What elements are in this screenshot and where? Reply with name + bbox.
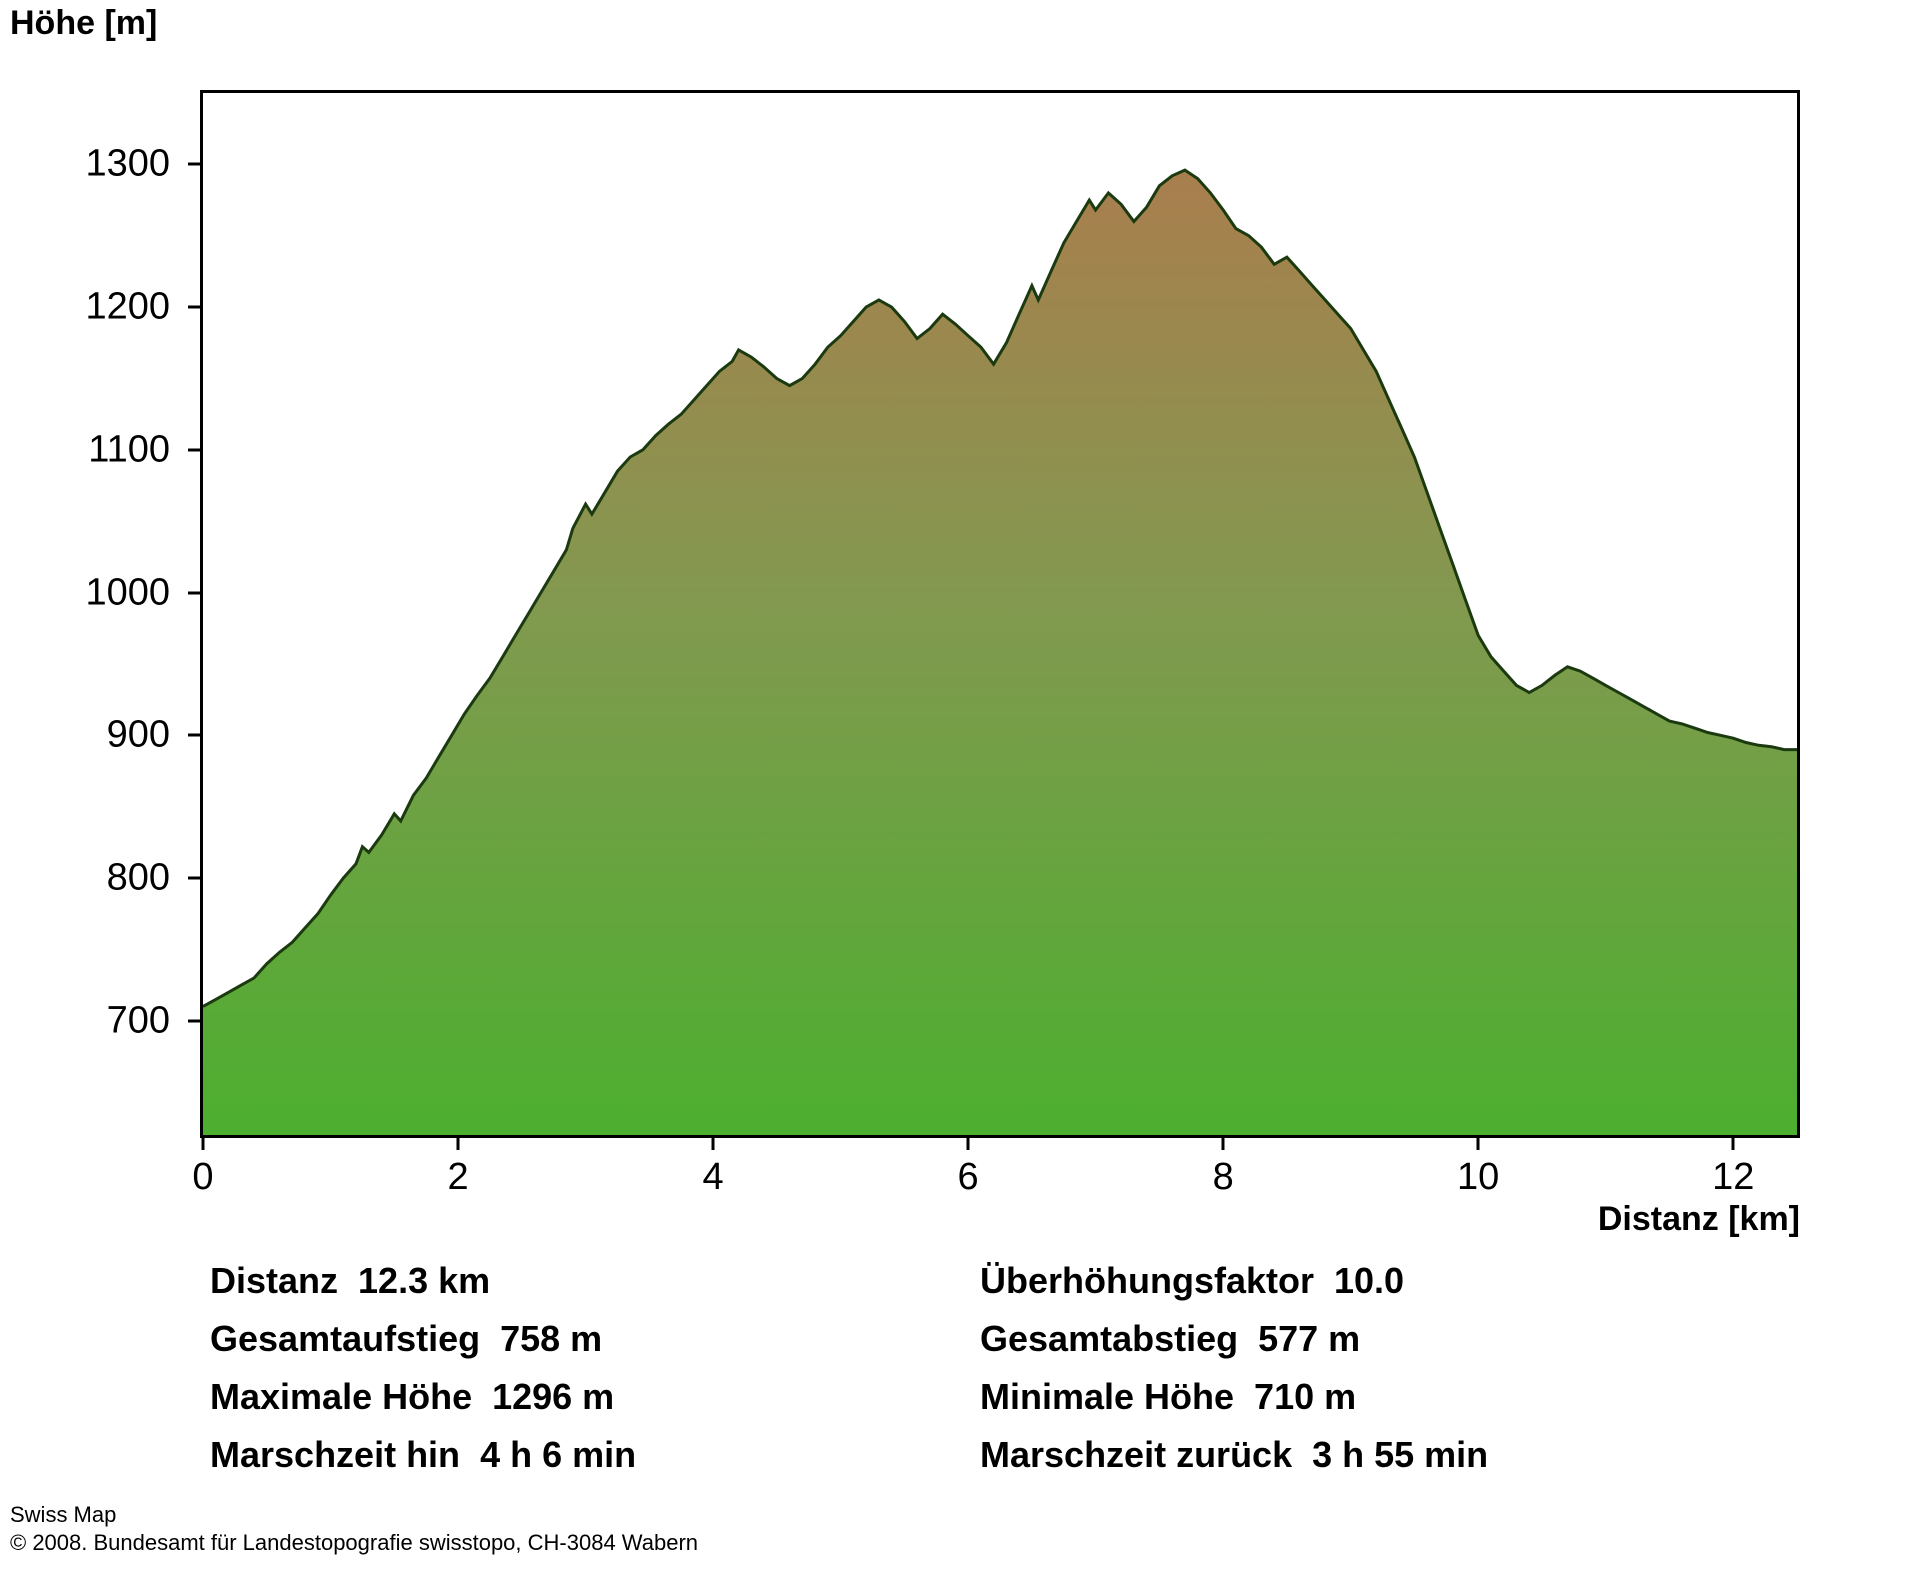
x-tick-label: 10 [1457,1156,1499,1199]
stat-label: Gesamtabstieg [980,1318,1238,1360]
stat-value: 710 m [1254,1376,1356,1418]
y-tick-label: 1000 [10,571,170,614]
x-axis-ticks: 024681012 [200,1138,1800,1218]
y-tick-label: 800 [10,857,170,900]
y-tick-label: 900 [10,714,170,757]
stat-label: Minimale Höhe [980,1376,1234,1418]
stat-row: Marschzeit hin 4 h 6 min [210,1434,940,1476]
x-tick-label: 8 [1213,1156,1234,1199]
stat-row: Distanz 12.3 km [210,1260,940,1302]
stat-label: Maximale Höhe [210,1376,472,1418]
x-tick-mark [457,1138,460,1150]
stat-label: Marschzeit zurück [980,1434,1292,1476]
stat-label: Marschzeit hin [210,1434,460,1476]
y-tick-mark [188,877,200,880]
footer-line2: © 2008. Bundesamt für Landestopografie s… [10,1529,698,1558]
stat-row: Minimale Höhe 710 m [980,1376,1710,1418]
x-tick-mark [202,1138,205,1150]
x-axis-title: Distanz [km] [1598,1200,1800,1239]
stat-row: Gesamtaufstieg 758 m [210,1318,940,1360]
stat-row: Gesamtabstieg 577 m [980,1318,1710,1360]
x-tick-mark [712,1138,715,1150]
y-tick-mark [188,306,200,309]
footer: Swiss Map © 2008. Bundesamt für Landesto… [10,1501,698,1558]
y-tick-label: 1300 [10,143,170,186]
x-tick-mark [1732,1138,1735,1150]
stat-row: Marschzeit zurück 3 h 55 min [980,1434,1710,1476]
y-tick-mark [188,591,200,594]
footer-line1: Swiss Map [10,1501,698,1530]
stat-value: 577 m [1258,1318,1360,1360]
stats-block: Distanz 12.3 km Überhöhungsfaktor 10.0 Gesam… [210,1260,1710,1476]
stat-row: Maximale Höhe 1296 m [210,1376,940,1418]
x-tick-mark [1477,1138,1480,1150]
y-axis-title: Höhe [m] [10,4,157,43]
chart-svg [203,93,1797,1135]
y-tick-mark [188,734,200,737]
stat-value: 12.3 km [358,1260,490,1302]
stat-label: Überhöhungsfaktor [980,1260,1314,1302]
y-tick-label: 700 [10,999,170,1042]
stat-value: 4 h 6 min [480,1434,636,1476]
y-tick-mark [188,1019,200,1022]
x-tick-label: 6 [958,1156,979,1199]
stat-label: Distanz [210,1260,338,1302]
x-tick-label: 4 [703,1156,724,1199]
stat-row: Überhöhungsfaktor 10.0 [980,1260,1710,1302]
elevation-chart [200,90,1800,1138]
stat-value: 3 h 55 min [1312,1434,1488,1476]
y-tick-label: 1100 [10,428,170,471]
page: Höhe [m] 700 800 900 1000 1100 1200 1300 0 2 4 6 8… [0,0,1920,1572]
stat-value: 1296 m [492,1376,614,1418]
x-tick-label: 0 [192,1156,213,1199]
stat-value: 10.0 [1334,1260,1404,1302]
x-tick-mark [1222,1138,1225,1150]
x-tick-label: 2 [447,1156,468,1199]
y-axis-ticks: 700 800 900 1000 1100 1200 1300 [0,90,190,1138]
y-tick-mark [188,448,200,451]
stat-value: 758 m [500,1318,602,1360]
y-tick-label: 1200 [10,286,170,329]
x-tick-mark [967,1138,970,1150]
stat-label: Gesamtaufstieg [210,1318,480,1360]
x-tick-label: 12 [1712,1156,1754,1199]
y-tick-mark [188,163,200,166]
